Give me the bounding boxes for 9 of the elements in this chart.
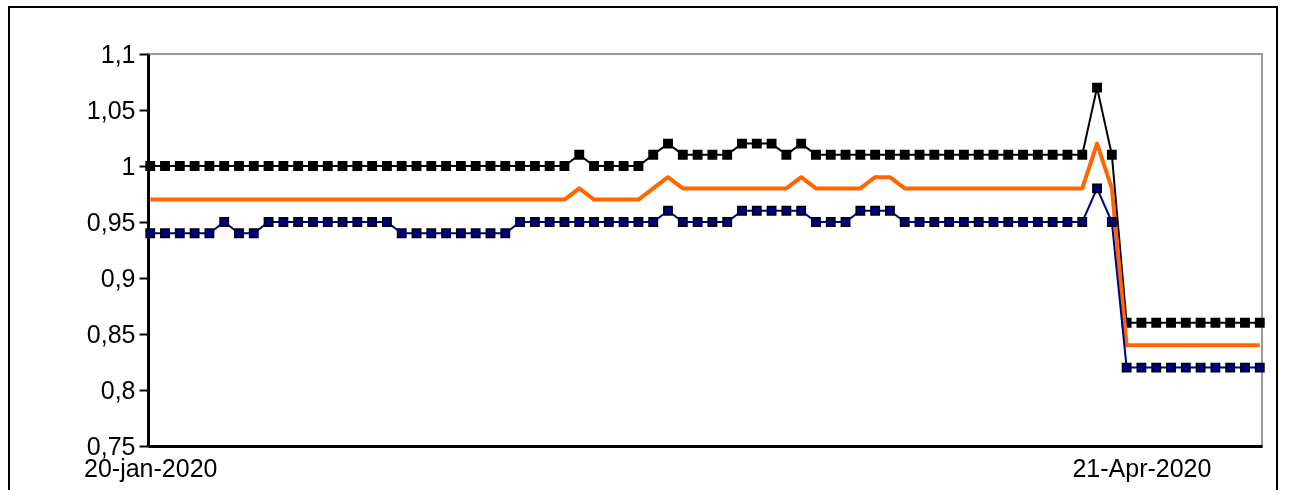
y-tick-label: 1,1 [100, 39, 136, 68]
line-series [148, 141, 1262, 348]
y-tick-label: 0,9 [100, 263, 136, 292]
y-tick-label: 1,05 [86, 95, 136, 124]
y-tick-label: 0,8 [100, 375, 136, 404]
y-tick-label: 0,95 [86, 207, 136, 236]
y-tick-label: 1 [121, 151, 136, 180]
y-tick-label: 0,85 [86, 319, 136, 348]
x-tick-label: 21-Apr-2020 [1072, 453, 1212, 482]
